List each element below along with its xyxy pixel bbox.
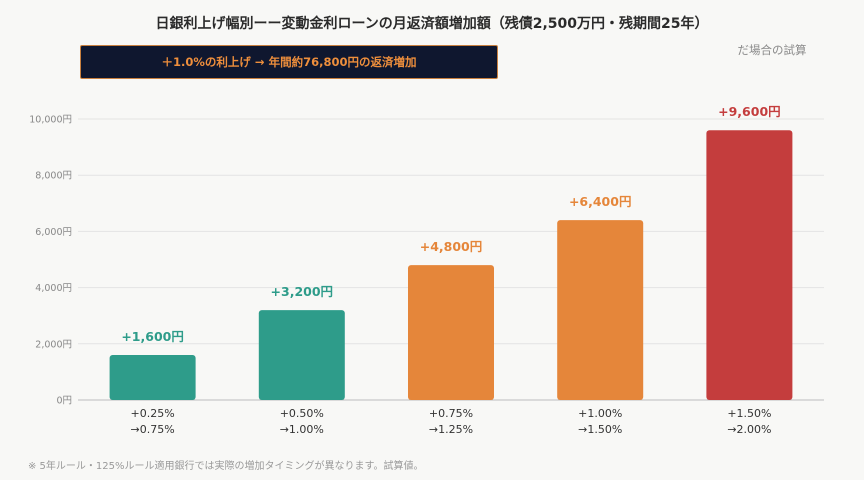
bar-chart: 0円 2,000円 4,000円 6,000円 8,000円 10,000円 +1,600円… [29,104,824,436]
bar [706,130,793,401]
bar [408,265,494,400]
x-tick-sublabel: →0.75% [131,423,175,436]
y-tick-label: 6,000円 [35,227,72,238]
chart-title: 日銀利上げ幅別ーー変動金利ローンの月返済額増加額（残債2,500万円・残期間25… [155,16,709,32]
x-tick-sublabel: →1.50% [578,423,622,436]
data-label: +9,600円 [718,104,781,119]
x-tick-label: +0.75% [429,407,473,420]
x-tick-sublabel: →1.25% [429,423,473,436]
y-tick-label: 10,000円 [29,115,72,126]
bar [258,310,345,400]
data-label: +3,200円 [271,284,334,299]
y-tick-label: 0円 [56,396,72,407]
chart-subtitle: だ場合の試算 [737,43,807,57]
x-tick-label: +1.00% [578,407,622,420]
x-tick-label: +1.50% [727,407,771,420]
data-label: +4,800円 [420,239,483,254]
x-tick-sublabel: →1.00% [280,423,324,436]
x-tick-label: +0.50% [280,407,324,420]
footnote: ※ 5年ルール・125%ルール適用銀行では実際の増加タイミングが異なります。試算… [28,461,424,472]
bar [109,355,196,400]
bar [557,220,644,400]
y-tick-label: 8,000円 [35,171,72,182]
y-tick-label: 4,000円 [35,283,72,294]
x-tick-label: +0.25% [131,407,175,420]
data-label: +1,600円 [121,329,184,344]
y-tick-label: 2,000円 [35,339,72,350]
data-label: +6,400円 [569,194,632,209]
callout-banner: ＋1.0%の利上げ → 年間約76,800円の返済増加 [80,45,498,79]
x-tick-sublabel: →2.00% [727,423,771,436]
